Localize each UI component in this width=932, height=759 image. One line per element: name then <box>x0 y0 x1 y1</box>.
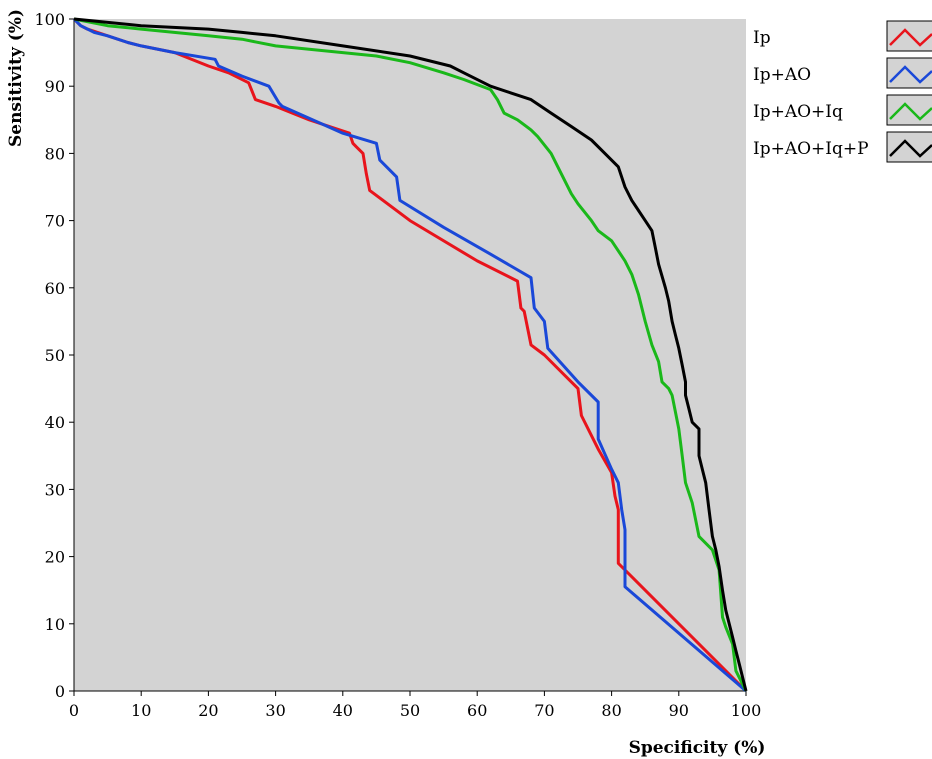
x-tick-label: 40 <box>333 701 353 720</box>
x-tick-label: 50 <box>400 701 420 720</box>
x-tick-label: 90 <box>669 701 689 720</box>
legend-label: Ip+AO <box>753 65 811 85</box>
legend-swatch-line <box>889 28 932 47</box>
x-tick-label: 20 <box>198 701 218 720</box>
y-axis-label: Sensitivity (%) <box>6 9 26 147</box>
legend: Ip Ip+AO Ip+AO+Iq Ip+AO+Iq+P <box>753 20 932 163</box>
y-tick-label: 70 <box>45 212 65 231</box>
legend-swatch-box <box>886 94 932 126</box>
legend-swatch-line <box>889 102 932 121</box>
y-tick-label: 90 <box>45 77 65 96</box>
x-tick-label: 80 <box>601 701 621 720</box>
x-tick-label: 30 <box>265 701 285 720</box>
legend-label: Ip+AO+Iq+P <box>753 139 869 159</box>
x-tick-label: 10 <box>131 701 151 720</box>
series-line-ip-ao-iq-p <box>73 17 748 692</box>
y-tick-label: 100 <box>34 10 65 29</box>
legend-label: Ip <box>753 28 771 48</box>
y-tick-label: 30 <box>45 480 65 499</box>
y-tick-label: 50 <box>45 346 65 365</box>
x-tick-label: 70 <box>534 701 554 720</box>
x-tick-label: 60 <box>467 701 487 720</box>
y-tick-label: 40 <box>45 413 65 432</box>
y-tick-label: 10 <box>45 615 65 634</box>
legend-swatch-line <box>889 139 932 158</box>
x-axis-label: Specificity (%) <box>629 738 766 758</box>
legend-swatch-line <box>889 65 932 84</box>
y-tick-label: 60 <box>45 279 65 298</box>
series-line-ip-ao <box>72 17 747 693</box>
x-tick-label: 100 <box>731 701 762 720</box>
y-tick-label: 80 <box>45 144 65 163</box>
x-tick-label: 0 <box>69 701 79 720</box>
legend-label: Ip+AO+Iq <box>753 102 843 122</box>
y-tick-label: 20 <box>45 548 65 567</box>
series-line-ip-ao-iq <box>73 17 748 692</box>
y-tick-label: 0 <box>55 682 65 701</box>
